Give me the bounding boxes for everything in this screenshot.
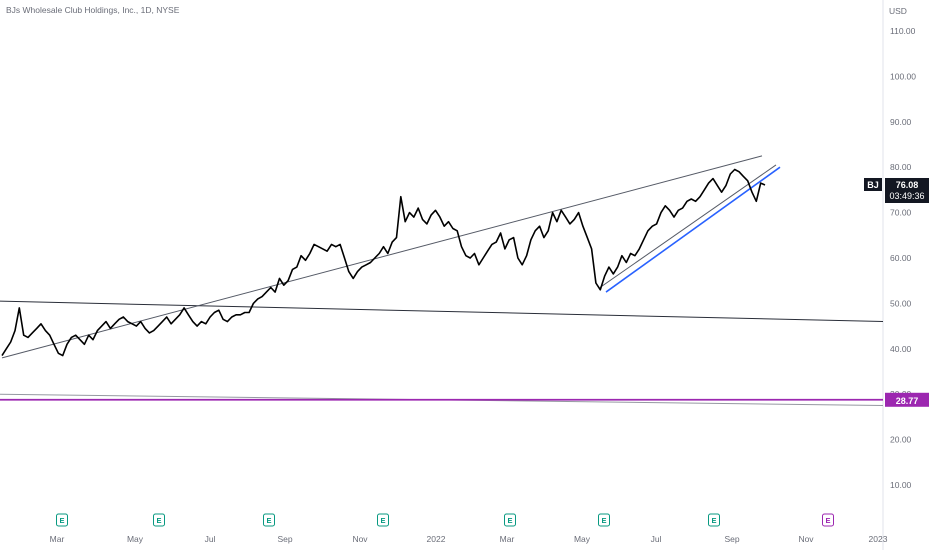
symbol-tag <box>864 177 882 191</box>
x-tick-label: Jul <box>205 534 216 544</box>
x-tick-label: Nov <box>352 534 368 544</box>
earnings-marker-label: E <box>380 516 385 525</box>
earnings-marker-label: E <box>601 516 606 525</box>
earnings-marker[interactable] <box>708 513 720 527</box>
y-tick-label: 20.00 <box>890 435 912 445</box>
y-tick-label: 10.00 <box>890 480 912 490</box>
earnings-marker[interactable] <box>56 513 68 527</box>
earnings-marker-label: E <box>825 516 830 525</box>
earnings-marker[interactable] <box>263 513 275 527</box>
x-tick-label: Sep <box>277 534 292 544</box>
x-tick-label: 2023 <box>869 534 888 544</box>
y-tick-label: 70.00 <box>890 208 912 218</box>
level-price-tag <box>885 392 929 407</box>
earnings-marker-label: E <box>156 516 161 525</box>
earnings-marker-label: E <box>59 516 64 525</box>
x-tick-label: Mar <box>500 534 515 544</box>
y-tick-label: 80.00 <box>890 162 912 172</box>
trendline-horizontal-support[interactable] <box>0 300 884 323</box>
last-price-label: 76.08 <box>896 180 919 190</box>
x-tick-label: May <box>574 534 591 544</box>
earnings-marker-label: E <box>507 516 512 525</box>
y-tick-label: 100.00 <box>890 71 916 81</box>
earnings-marker[interactable] <box>822 513 834 527</box>
trendline-channel-blue[interactable] <box>605 166 781 293</box>
symbol-tag-label: BJ <box>867 180 879 190</box>
x-tick-label: May <box>127 534 144 544</box>
trendline-channel-gray[interactable] <box>599 164 777 288</box>
y-tick-label: 60.00 <box>890 253 912 263</box>
currency-label: USD <box>889 6 907 16</box>
earnings-marker[interactable] <box>377 513 389 527</box>
y-tick-label: 110.00 <box>890 26 916 36</box>
x-tick-label: Jul <box>651 534 662 544</box>
earnings-marker-label: E <box>711 516 716 525</box>
x-tick-label: Nov <box>798 534 814 544</box>
earnings-marker[interactable] <box>153 513 165 527</box>
x-tick-label: 2022 <box>427 534 446 544</box>
y-tick-label: 40.00 <box>890 344 912 354</box>
trendline-rising[interactable] <box>1 155 763 359</box>
level-price-label: 28.77 <box>896 396 919 406</box>
last-price-tag <box>885 177 929 203</box>
chart-title: BJs Wholesale Club Holdings, Inc., 1D, N… <box>6 5 180 15</box>
y-tick-label: 50.00 <box>890 298 912 308</box>
earnings-marker[interactable] <box>598 513 610 527</box>
x-tick-label: Sep <box>724 534 739 544</box>
y-tick-label: 90.00 <box>890 117 912 127</box>
x-tick-label: Mar <box>50 534 65 544</box>
earnings-marker[interactable] <box>504 513 516 527</box>
price-series-line <box>1 168 766 357</box>
earnings-marker-label: E <box>266 516 271 525</box>
countdown-label: 03:49:36 <box>889 191 924 201</box>
